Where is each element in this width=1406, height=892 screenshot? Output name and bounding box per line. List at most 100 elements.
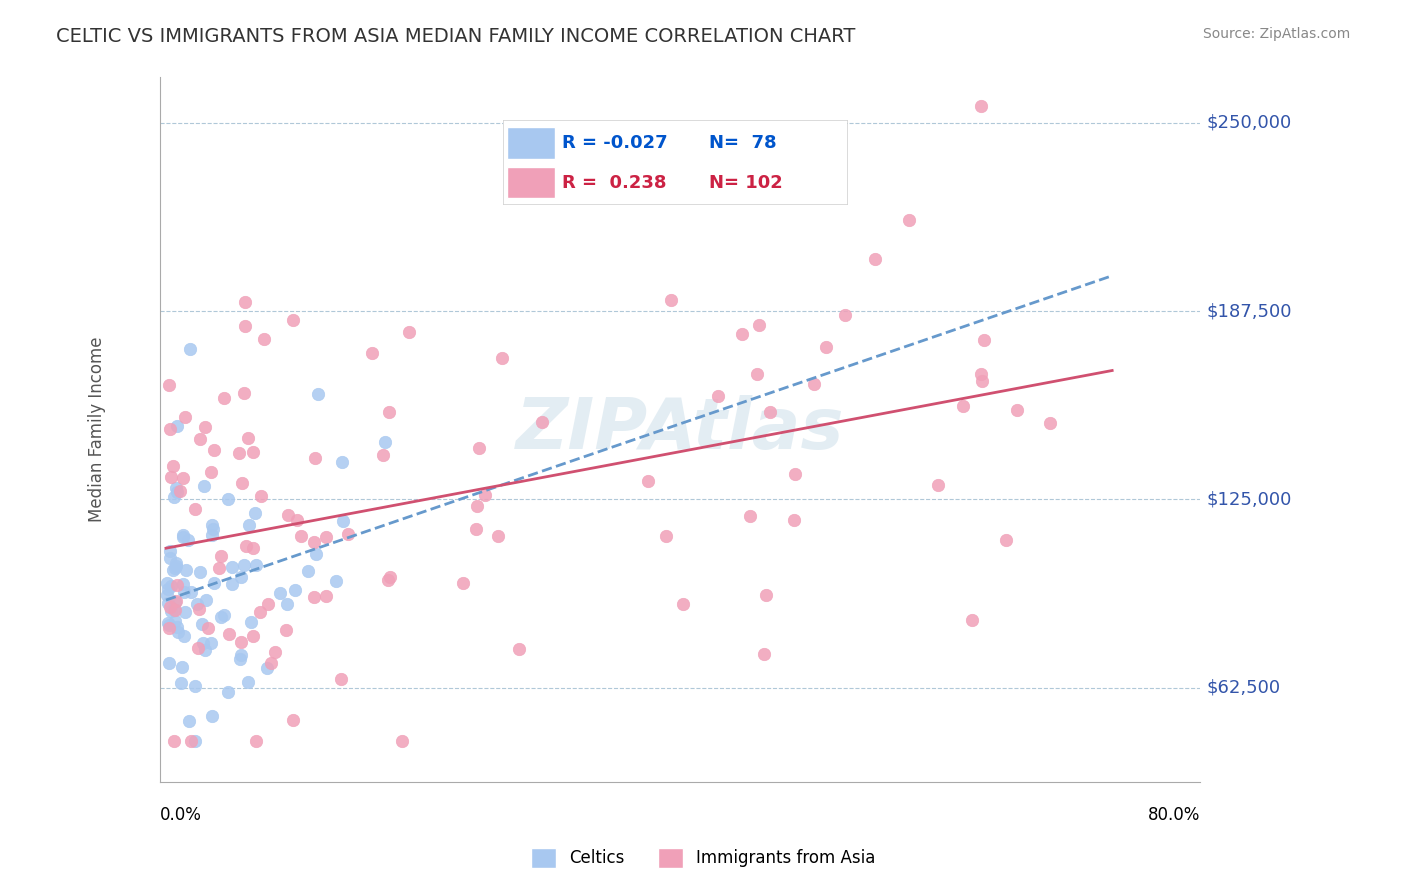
Point [486, 529, 509, 543]
Point [360, 346, 382, 360]
Point [307, 387, 329, 401]
Point [970, 99, 993, 113]
Point [202, 576, 225, 591]
Point [738, 509, 761, 524]
Point [173, 629, 195, 643]
Point [803, 376, 825, 391]
Point [815, 340, 838, 354]
Point [637, 474, 659, 488]
Point [180, 584, 202, 599]
Point [467, 500, 489, 514]
Point [253, 332, 276, 346]
Point [238, 517, 260, 532]
Point [221, 577, 243, 591]
Point [242, 629, 264, 643]
Point [190, 565, 212, 579]
Point [783, 513, 806, 527]
Point [160, 605, 183, 619]
Point [180, 733, 202, 747]
Point [260, 657, 283, 671]
Point [166, 578, 188, 592]
Point [165, 558, 187, 573]
Text: 80.0%: 80.0% [1149, 806, 1201, 824]
Point [451, 576, 474, 591]
Point [173, 605, 195, 619]
Point [1005, 402, 1028, 417]
Text: $125,000: $125,000 [1206, 491, 1292, 508]
Point [217, 685, 239, 699]
Point [707, 389, 730, 403]
Point [166, 620, 188, 634]
Point [184, 680, 207, 694]
Point [329, 673, 352, 687]
Point [201, 517, 224, 532]
Point [325, 574, 347, 589]
Point [221, 560, 243, 574]
Point [233, 295, 256, 310]
Point [163, 733, 186, 747]
Point [167, 625, 190, 640]
Point [970, 367, 993, 381]
Point [187, 640, 209, 655]
Point [236, 431, 259, 445]
Point [754, 647, 776, 661]
Point [228, 446, 250, 460]
Point [159, 544, 181, 558]
Point [243, 506, 266, 520]
Point [174, 410, 197, 425]
Point [163, 490, 186, 504]
Point [257, 597, 280, 611]
Text: $62,500: $62,500 [1206, 679, 1281, 697]
Point [229, 652, 252, 666]
Text: $187,500: $187,500 [1206, 302, 1292, 320]
Point [156, 576, 179, 591]
Point [972, 374, 994, 388]
Point [281, 713, 304, 727]
Point [163, 603, 186, 617]
Point [245, 558, 267, 572]
Point [172, 471, 194, 485]
Point [897, 212, 920, 227]
Point [202, 442, 225, 457]
Point [391, 733, 413, 747]
Point [863, 252, 886, 267]
Point [162, 602, 184, 616]
Point [242, 445, 264, 459]
Point [785, 467, 807, 482]
Point [188, 601, 211, 615]
Point [995, 533, 1018, 547]
Point [200, 636, 222, 650]
Text: Median Family Income: Median Family Income [89, 337, 107, 523]
Point [302, 590, 325, 604]
Point [162, 459, 184, 474]
Point [177, 714, 200, 729]
Point [201, 528, 224, 542]
Point [758, 405, 780, 419]
Point [197, 621, 219, 635]
Point [183, 733, 205, 747]
Point [194, 642, 217, 657]
Point [172, 530, 194, 544]
Point [209, 610, 232, 624]
Point [186, 597, 208, 611]
Point [530, 415, 553, 429]
Point [218, 627, 240, 641]
Point [172, 576, 194, 591]
Point [170, 676, 193, 690]
Point [159, 599, 181, 614]
Point [834, 308, 856, 322]
Point [231, 476, 253, 491]
Point [467, 442, 489, 456]
Point [378, 570, 401, 584]
Point [264, 645, 287, 659]
Point [277, 508, 299, 523]
Point [156, 588, 179, 602]
Point [231, 570, 253, 584]
Point [166, 419, 188, 434]
Point [165, 594, 187, 608]
Point [249, 605, 271, 619]
Point [374, 434, 396, 449]
Point [256, 661, 278, 675]
Point [276, 597, 298, 611]
Point [952, 399, 974, 413]
